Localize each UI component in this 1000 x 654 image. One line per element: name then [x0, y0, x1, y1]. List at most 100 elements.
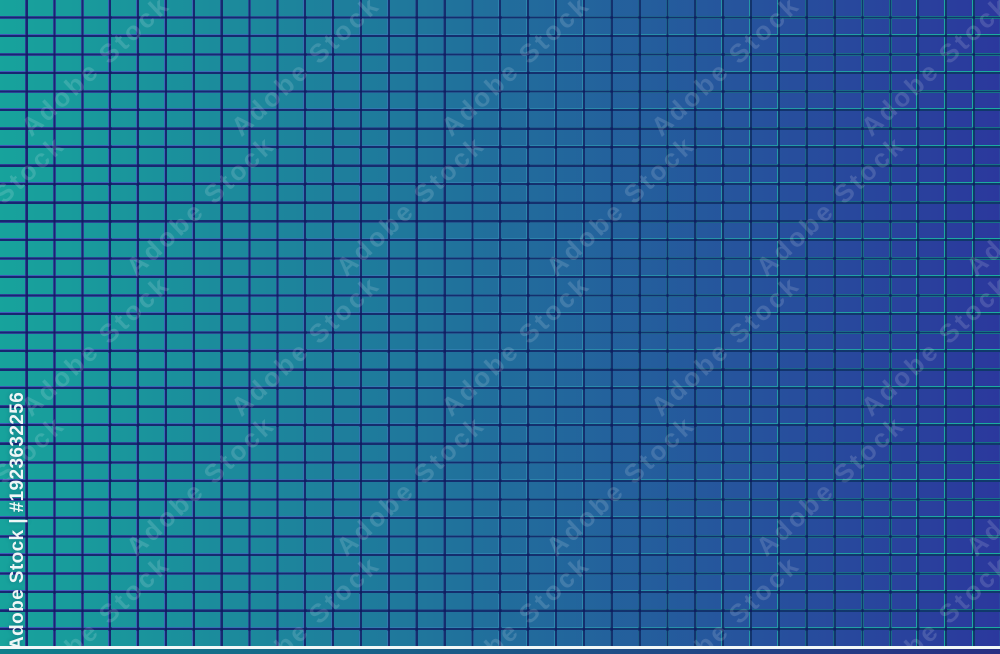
grid-cell [696, 129, 722, 146]
grid-cell [807, 630, 833, 646]
grid-cell [0, 333, 25, 350]
grid-cell [529, 333, 555, 350]
grid-cell [362, 111, 388, 127]
grid-cell [167, 426, 193, 443]
grid-cell [807, 389, 833, 405]
grid-cell [835, 482, 861, 498]
grid-cell [557, 370, 583, 387]
grid-cell [445, 259, 471, 276]
grid-cell [807, 185, 833, 201]
grid-cell [891, 166, 917, 183]
watermark-id-label: Adobe Stock | #1923632256 [7, 391, 28, 650]
grid-cell [445, 222, 471, 239]
grid-cell [668, 500, 694, 517]
grid-cell [167, 556, 193, 572]
grid-cell [529, 352, 555, 368]
grid-cell [835, 519, 861, 535]
grid-cell [863, 92, 889, 109]
grid-cell [195, 111, 220, 127]
grid-cell [919, 611, 945, 628]
grid-cell [919, 185, 945, 201]
grid-cell [891, 445, 917, 461]
grid-cell [724, 259, 750, 276]
grid-cell [278, 315, 304, 331]
grid-cell [195, 500, 220, 517]
grid-cell [55, 203, 81, 220]
grid-cell [780, 574, 805, 591]
grid-cell [55, 259, 81, 276]
grid-cell [27, 203, 53, 220]
grid-cell [863, 630, 889, 646]
grid-cell [752, 55, 778, 72]
grid-cell [334, 500, 360, 517]
grid-cell [334, 148, 360, 164]
grid-cell [585, 185, 610, 201]
grid-cell [27, 92, 53, 109]
grid-cell [0, 166, 25, 183]
grid-cell [390, 0, 415, 16]
grid-cell [417, 203, 443, 220]
grid-cell [0, 407, 25, 424]
grid-cell [585, 556, 610, 572]
grid-cell [250, 537, 276, 554]
grid-cell [501, 129, 527, 146]
grid-cell [278, 278, 304, 294]
grid-cell [696, 611, 722, 628]
grid-cell [780, 333, 805, 350]
grid-cell [445, 556, 471, 572]
grid-cell [585, 74, 610, 90]
grid-cell [640, 574, 666, 591]
grid-cell [222, 241, 248, 257]
grid-cell [55, 166, 81, 183]
grid-cell [863, 556, 889, 572]
grid-cell [807, 241, 833, 257]
grid-cell [947, 315, 973, 331]
grid-cell [195, 593, 220, 609]
grid-cell [752, 630, 778, 646]
grid-cell [27, 445, 53, 461]
grid-cell [445, 203, 471, 220]
grid-cell [445, 370, 471, 387]
grid-cell [668, 389, 694, 405]
grid-cell [362, 426, 388, 443]
grid-cell [835, 574, 861, 591]
grid-cell [0, 0, 25, 16]
grid-cell [835, 445, 861, 461]
grid-cell [529, 92, 555, 109]
grid-cell [668, 370, 694, 387]
grid-cell [139, 574, 165, 591]
grid-cell [334, 352, 360, 368]
grid-cell [668, 611, 694, 628]
grid-cell [501, 574, 527, 591]
grid-cell [278, 426, 304, 443]
grid-cell [27, 241, 53, 257]
grid-cell [975, 222, 1000, 239]
grid-cell [139, 463, 165, 480]
grid-cell [780, 55, 805, 72]
grid-cell [306, 129, 332, 146]
grid-cell [306, 296, 332, 313]
grid-cell [445, 611, 471, 628]
grid-cell [362, 185, 388, 201]
grid-cell [947, 611, 973, 628]
grid-cell [891, 74, 917, 90]
grid-cell [390, 55, 415, 72]
grid-cell [696, 593, 722, 609]
grid-cell [250, 37, 276, 53]
grid-cell [501, 463, 527, 480]
grid-cell [612, 0, 638, 16]
grid-cell [306, 222, 332, 239]
grid-cell [334, 278, 360, 294]
grid-cell [585, 241, 610, 257]
grid-cell [668, 185, 694, 201]
grid-cell [835, 185, 861, 201]
grid-cell [891, 315, 917, 331]
grid-cell [501, 593, 527, 609]
grid-cell [640, 315, 666, 331]
grid-cell [445, 389, 471, 405]
grid-cell [390, 278, 415, 294]
grid-cell [473, 129, 499, 146]
grid-cell [362, 407, 388, 424]
grid-cell [55, 407, 81, 424]
grid-cell [250, 111, 276, 127]
